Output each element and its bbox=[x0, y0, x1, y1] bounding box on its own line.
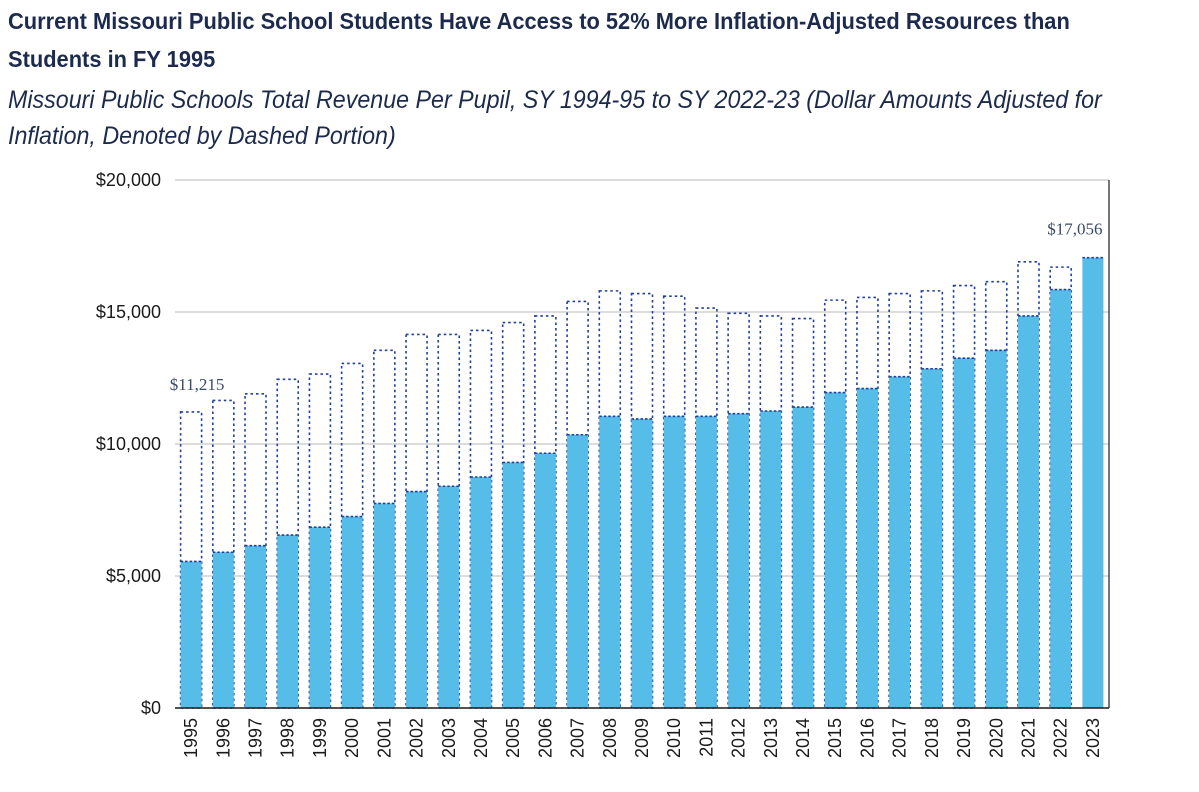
nominal-bar bbox=[1050, 289, 1072, 708]
nominal-bar bbox=[470, 477, 492, 708]
x-tick-label: 2005 bbox=[503, 718, 523, 758]
data-label-first: $11,215 bbox=[170, 375, 225, 394]
chart-title: Current Missouri Public School Students … bbox=[8, 8, 1070, 72]
x-tick-label: 2007 bbox=[568, 718, 588, 758]
x-tick-label: 2021 bbox=[1018, 718, 1038, 758]
nominal-bar bbox=[985, 350, 1007, 708]
data-label-last: $17,056 bbox=[1047, 220, 1102, 239]
x-tick-label: 2002 bbox=[407, 718, 427, 758]
nominal-bar bbox=[728, 413, 750, 708]
x-tick-label: 2014 bbox=[793, 718, 813, 758]
x-tick-label: 2008 bbox=[600, 718, 620, 758]
nominal-bar bbox=[277, 535, 299, 708]
x-tick-label: 2022 bbox=[1051, 718, 1071, 758]
nominal-bar bbox=[856, 388, 878, 708]
x-tick-label: 1999 bbox=[310, 718, 330, 758]
nominal-bar bbox=[245, 545, 267, 708]
x-tick-label: 2019 bbox=[954, 718, 974, 758]
nominal-bar bbox=[309, 527, 331, 708]
nominal-bar bbox=[373, 503, 395, 708]
nominal-bar bbox=[341, 516, 363, 708]
y-tick-label: $20,000 bbox=[96, 170, 161, 190]
nominal-bar bbox=[792, 407, 814, 708]
x-tick-label: 2001 bbox=[374, 718, 394, 758]
x-tick-label: 2017 bbox=[890, 718, 910, 758]
x-tick-label: 1996 bbox=[213, 718, 233, 758]
x-tick-label: 2018 bbox=[922, 718, 942, 758]
y-tick-label: $15,000 bbox=[96, 302, 161, 322]
y-tick-label: $0 bbox=[141, 698, 161, 718]
x-tick-label: 2020 bbox=[986, 718, 1006, 758]
nominal-bar bbox=[889, 376, 911, 708]
x-tick-label: 2016 bbox=[857, 718, 877, 758]
nominal-bar bbox=[567, 434, 589, 708]
nominal-bar bbox=[212, 552, 234, 708]
x-tick-label: 2010 bbox=[664, 718, 684, 758]
chart-subtitle: Missouri Public Schools Total Revenue Pe… bbox=[8, 86, 1102, 150]
x-tick-label: 2003 bbox=[439, 718, 459, 758]
x-tick-label: 2000 bbox=[342, 718, 362, 758]
y-tick-label: $10,000 bbox=[96, 434, 161, 454]
nominal-bar bbox=[502, 462, 524, 708]
nominal-bar bbox=[760, 411, 782, 708]
x-tick-label: 2006 bbox=[535, 718, 555, 758]
nominal-bar bbox=[921, 368, 943, 708]
nominal-bar bbox=[534, 453, 556, 708]
nominal-bar bbox=[1017, 315, 1039, 708]
x-tick-label: 2015 bbox=[825, 718, 845, 758]
nominal-bar bbox=[599, 416, 621, 708]
adjusted-bar-outline bbox=[179, 411, 203, 709]
nominal-bar bbox=[953, 358, 975, 708]
nominal-bar bbox=[1082, 257, 1104, 708]
x-tick-label: 1997 bbox=[246, 718, 266, 758]
x-tick-label: 2004 bbox=[471, 718, 491, 758]
nominal-bar bbox=[663, 416, 685, 708]
x-tick-label: 2011 bbox=[696, 718, 716, 757]
x-tick-label: 2012 bbox=[729, 718, 749, 758]
nominal-bar bbox=[406, 491, 428, 708]
x-tick-label: 2013 bbox=[761, 718, 781, 758]
y-tick-label: $5,000 bbox=[106, 566, 161, 586]
x-tick-label: 1998 bbox=[278, 718, 298, 758]
x-tick-label: 1995 bbox=[181, 718, 201, 758]
nominal-bar bbox=[695, 416, 717, 708]
x-tick-label: 2023 bbox=[1083, 718, 1103, 758]
nominal-bar bbox=[180, 561, 202, 708]
x-tick-label: 2009 bbox=[632, 718, 652, 758]
nominal-bar bbox=[438, 486, 460, 708]
nominal-bar bbox=[824, 392, 846, 708]
nominal-bar bbox=[631, 418, 653, 708]
